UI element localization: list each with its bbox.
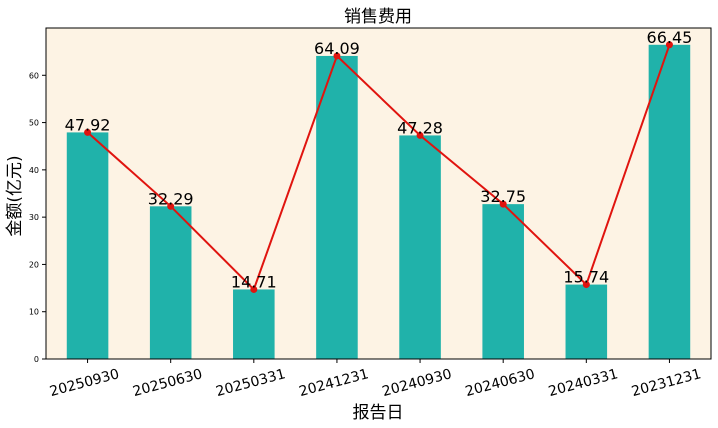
y-tick-label: 20 xyxy=(29,260,39,269)
x-tick-label: 20231231 xyxy=(630,366,703,400)
line-point xyxy=(84,128,92,136)
line-point xyxy=(250,285,258,293)
x-axis-label: 报告日 xyxy=(353,403,404,423)
line-point xyxy=(333,52,341,60)
x-tick-label: 20250930 xyxy=(48,366,121,400)
series-line xyxy=(86,44,671,292)
bar xyxy=(316,55,358,359)
x-tick-label: 20250630 xyxy=(131,366,204,400)
y-axis-label: 金额(亿元) xyxy=(5,155,25,236)
data-label: 15.74 xyxy=(563,268,609,287)
data-label: 32.75 xyxy=(480,187,526,206)
data-label: 64.09 xyxy=(314,39,360,58)
data-label: 47.92 xyxy=(65,115,111,134)
x-tick-label: 20240331 xyxy=(547,366,620,400)
bar xyxy=(565,284,608,359)
x-tick-label: 20250331 xyxy=(214,366,287,400)
y-axis: 0 10 20 30 40 50 60 xyxy=(29,71,46,364)
x-tick-label: 20241231 xyxy=(297,366,370,400)
y-tick-label: 40 xyxy=(29,166,39,175)
bar xyxy=(648,44,691,359)
data-labels-layer: 47.92 32.29 14.71 64.09 47.28 32.75 15.74 66.45 xyxy=(65,28,693,292)
bar xyxy=(399,135,441,359)
y-tick-label: 50 xyxy=(29,119,39,128)
line-layer xyxy=(84,41,673,293)
bar xyxy=(149,206,192,359)
x-tick-label: 20240930 xyxy=(381,366,454,400)
chart-title: 销售费用 xyxy=(344,7,412,27)
line-point xyxy=(582,281,590,289)
bar xyxy=(233,289,275,359)
line-point xyxy=(416,131,424,139)
line-point xyxy=(499,200,507,208)
bars-layer xyxy=(66,44,691,359)
data-label: 14.71 xyxy=(231,272,277,291)
x-axis: 20250930 20250630 20250331 20241231 20240930… xyxy=(48,359,703,400)
line-point xyxy=(167,202,175,210)
y-tick-label: 30 xyxy=(29,213,39,222)
x-tick-label: 20240630 xyxy=(464,366,537,400)
y-tick-label: 10 xyxy=(29,308,39,317)
data-label: 47.28 xyxy=(397,118,443,137)
bar xyxy=(482,204,524,359)
plot-background xyxy=(46,28,711,359)
bar xyxy=(66,132,109,359)
data-label: 32.29 xyxy=(148,189,194,208)
line-point xyxy=(665,41,673,49)
y-tick-label: 60 xyxy=(29,71,39,80)
y-tick-label: 0 xyxy=(34,355,39,364)
data-label: 66.45 xyxy=(647,28,693,47)
plot-frame xyxy=(45,27,712,360)
